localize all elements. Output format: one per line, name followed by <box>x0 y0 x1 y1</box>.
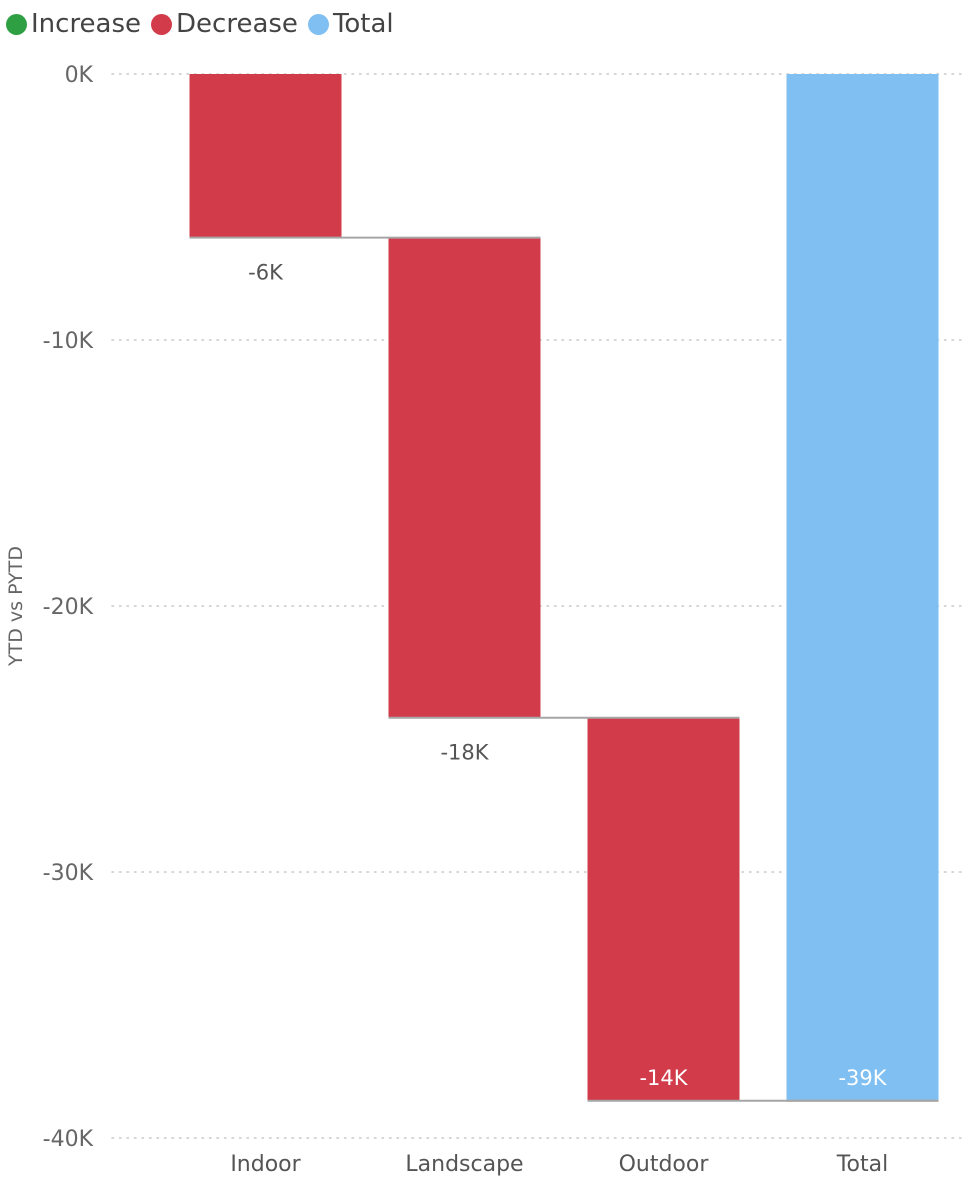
bar-landscape <box>388 237 541 718</box>
bar-outdoor <box>587 717 740 1101</box>
legend-label-total: Total <box>332 9 394 39</box>
legend-label-decrease: Decrease <box>176 9 298 39</box>
legend-dot-increase <box>6 13 27 35</box>
y-tick-label: 0K <box>65 63 94 88</box>
legend-label-increase: Increase <box>31 9 142 39</box>
legend-item-total[interactable]: Total <box>307 9 394 39</box>
x-axis-label: Indoor <box>230 1152 301 1177</box>
y-axis-ticks: 0K -10K -20K -30K -40K <box>43 63 94 1152</box>
bar-total <box>786 74 939 1101</box>
data-label: -18K <box>440 741 489 765</box>
data-label: -39K <box>838 1066 887 1090</box>
data-label: -6K <box>248 261 284 285</box>
data-labels: -6K -18K -14K -39K <box>248 261 888 1090</box>
bar-indoor <box>189 74 342 238</box>
y-tick-label: -10K <box>43 329 94 354</box>
x-axis-label: Landscape <box>405 1152 523 1177</box>
x-axis-labels: Indoor Landscape Outdoor Total <box>230 1152 888 1177</box>
x-axis-label: Total <box>836 1152 888 1177</box>
legend-item-increase[interactable]: Increase <box>6 9 141 39</box>
y-tick-label: -30K <box>43 861 94 886</box>
data-label: -14K <box>639 1066 688 1090</box>
y-tick-label: -40K <box>43 1127 94 1152</box>
legend-item-decrease[interactable]: Decrease <box>151 9 298 39</box>
legend-dot-total <box>307 13 329 35</box>
y-tick-label: -20K <box>43 595 94 620</box>
connectors <box>189 236 939 1102</box>
x-axis-label: Outdoor <box>619 1152 710 1177</box>
legend-dot-decrease <box>151 13 173 35</box>
bars <box>189 74 939 1101</box>
chart-legend: Increase Decrease Total <box>6 6 404 42</box>
y-axis-title: YTD vs PYTD <box>5 546 27 667</box>
